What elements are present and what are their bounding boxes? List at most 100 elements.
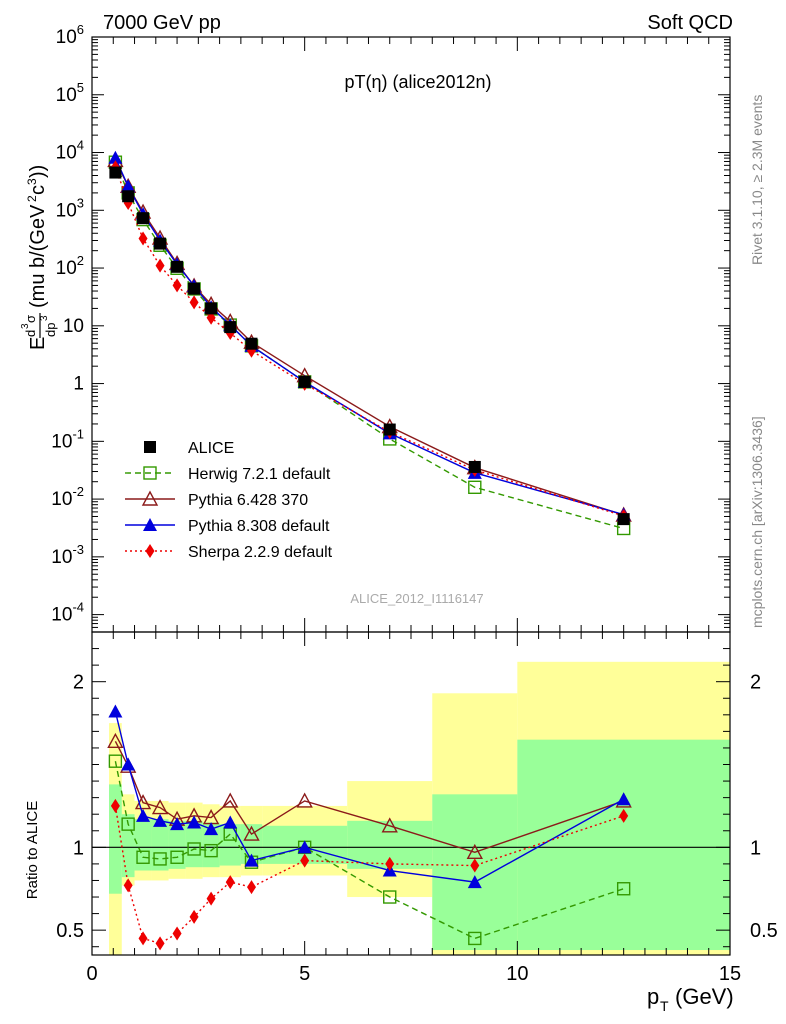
mcplots-label: mcplots.cern.ch [arXiv:1306.3436] (749, 416, 765, 628)
uncertainty-band-inner (168, 820, 186, 869)
legend-label: Pythia 8.308 default (188, 518, 330, 535)
x-tick-label: 15 (719, 963, 741, 985)
y-tick-label: 106 (56, 22, 84, 48)
ratio-point-pythia-8-308-default (616, 792, 631, 806)
series-line-sherpa-2-2-9-default (114, 167, 624, 517)
point-alice (298, 375, 311, 388)
svg-text:E: E (27, 337, 49, 350)
uncertainty-band-inner (109, 784, 122, 894)
point-alice (188, 282, 201, 295)
ratio-line-herwig-7-2-1-default (114, 761, 624, 940)
y-tick-label: 1 (73, 374, 84, 395)
ratio-point-sherpa-2-2-9-default (172, 926, 182, 941)
svg-text:)): )) (27, 165, 49, 178)
ratio-point-pythia-8-308-default (297, 840, 312, 854)
point-alice (224, 321, 237, 334)
svg-text:d: d (23, 330, 38, 337)
ratio-point-pythia-8-308-default (108, 704, 123, 718)
legend-label: Sherpa 2.2.9 default (188, 544, 333, 561)
legend-marker (144, 441, 156, 453)
ratio-point-pythia-6-428-370 (466, 843, 483, 860)
ratio-point-sherpa-2-2-9-default (206, 891, 216, 906)
ratio-point-pythia-6-428-370 (296, 792, 313, 808)
svg-text:3: 3 (20, 323, 31, 329)
legend-marker (143, 466, 157, 480)
ratio-point-herwig-7-2-1-default (468, 931, 482, 946)
header-category-label: Soft QCD (647, 12, 733, 34)
series-line-pythia-6-428-370 (114, 160, 624, 516)
y-tick-label: 10-4 (51, 600, 84, 626)
svg-text:(GeV): (GeV) (675, 984, 734, 1009)
ratio-point-sherpa-2-2-9-default (619, 808, 629, 823)
point-alice (468, 460, 481, 473)
svg-text:(mu b/(GeV: (mu b/(GeV (27, 204, 49, 308)
ratio-point-sherpa-2-2-9-default (300, 853, 310, 868)
y-tick-label: 10 (63, 316, 84, 337)
x-axis-label: p T (GeV) (647, 984, 734, 1014)
uncertainty-band-inner (219, 824, 241, 866)
ratio-point-pythia-8-308-default (153, 813, 168, 827)
ratio-point-sherpa-2-2-9-default (385, 856, 395, 871)
ratio-point-herwig-7-2-1-default (383, 890, 397, 904)
ratio-point-sherpa-2-2-9-default (189, 909, 199, 924)
ratio-panel: 0 5 10 15 0.5 0.5 1 1 2 2 (56, 631, 778, 985)
y-tick-label: 104 (56, 138, 84, 164)
rivet-version-label: Rivet 3.1.10, ≥ 2.3M events (749, 95, 765, 265)
ratio-point-pythia-8-308-default (204, 822, 219, 836)
ratio-point-herwig-7-2-1-default (204, 843, 218, 858)
uncertainty-band-inner (151, 819, 169, 871)
svg-text:σ: σ (23, 315, 38, 323)
point-alice (171, 260, 184, 273)
legend-marker (143, 518, 157, 531)
point-pythia-8-308-default (121, 179, 136, 193)
main-ylabel: E d 3 σ dp 3 (mu b/(GeV 2 c 3 )) (20, 165, 58, 350)
y-tick-label: 103 (56, 195, 84, 221)
point-alice (109, 166, 122, 179)
y-tick-label: 102 (56, 253, 84, 279)
main-frame (91, 36, 731, 633)
point-sherpa-2-2-9-default (155, 258, 165, 273)
ratio-point-herwig-7-2-1-default (136, 850, 150, 864)
ratio-point-sherpa-2-2-9-default (110, 798, 120, 813)
ratio-point-pythia-8-308-default (121, 757, 136, 771)
ratio-point-pythia-8-308-default (170, 817, 185, 831)
ratio-point-herwig-7-2-1-default (108, 754, 123, 768)
analysis-watermark: ALICE_2012_I1116147 (350, 591, 483, 606)
x-tick-label: 5 (299, 963, 310, 985)
uncertainty-band-inner (517, 739, 730, 951)
ratio-point-herwig-7-2-1-default (616, 882, 631, 896)
ratio-y-tick-label: 2 (73, 672, 84, 694)
legend-label: ALICE (188, 440, 234, 457)
legend: ALICE Herwig 7.2.1 default Pythia 6.428 37… (125, 440, 333, 561)
ratio-point-pythia-8-308-default (467, 875, 482, 889)
ratio-point-pythia-8-308-default (244, 853, 259, 867)
ratio-point-pythia-8-308-default (136, 808, 151, 822)
series-line-pythia-8-308-default (114, 157, 624, 516)
svg-text:3: 3 (25, 178, 39, 185)
ratio-y-tick-label: 1 (73, 837, 84, 859)
ratio-point-sherpa-2-2-9-default (225, 875, 235, 890)
ratio-point-pythia-6-428-370 (222, 792, 239, 808)
ratio-point-herwig-7-2-1-default (121, 817, 135, 831)
svg-text:T: T (660, 998, 669, 1014)
ratio-point-pythia-8-308-default (187, 815, 202, 829)
svg-text:c: c (27, 185, 49, 195)
ratio-y-tick-label: 0.5 (56, 920, 84, 942)
ratio-point-pythia-6-428-370 (151, 799, 169, 815)
point-herwig-7-2-1-default (468, 480, 482, 494)
ratio-point-sherpa-2-2-9-default (470, 858, 480, 873)
ratio-y-tick-label-right: 2 (750, 672, 761, 694)
legend-marker (141, 490, 159, 506)
y-tick-label: 10-2 (51, 484, 84, 510)
svg-text:dp: dp (43, 323, 58, 337)
y-tick-label: 10-3 (51, 542, 84, 568)
ratio-point-pythia-6-428-370 (381, 817, 398, 833)
point-pythia-8-308-default (108, 150, 123, 164)
ratio-point-herwig-7-2-1-default (187, 842, 201, 856)
ratio-point-pythia-6-428-370 (243, 825, 260, 841)
y-tick-label: 105 (56, 80, 84, 106)
legend-label: Herwig 7.2.1 default (188, 466, 331, 483)
x-tick-label: 10 (506, 963, 528, 985)
point-alice (122, 190, 135, 203)
